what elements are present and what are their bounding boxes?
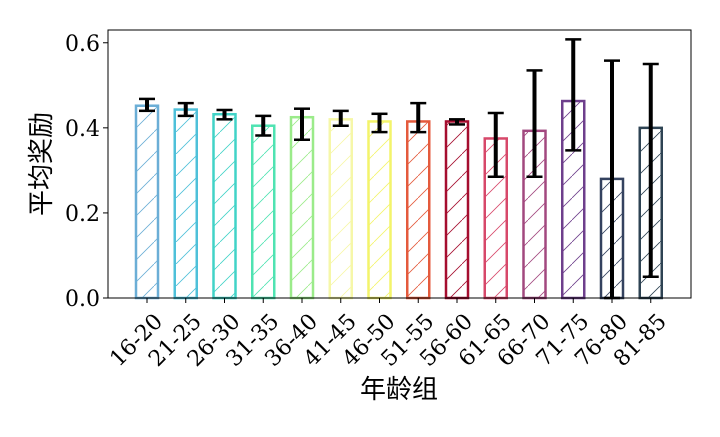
y-tick-label: 0.2: [65, 202, 100, 227]
error-bar-51-55: [410, 101, 427, 134]
y-tick-label: 0.6: [65, 32, 100, 57]
bar-36-40: [289, 115, 315, 300]
error-bar-46-50: [371, 112, 388, 134]
error-bar-41-45: [332, 109, 349, 127]
y-tick-label: 0.4: [65, 117, 100, 142]
bar-31-35: [251, 124, 276, 300]
error-bar-36-40: [294, 107, 310, 142]
bar-41-45: [328, 118, 353, 300]
error-bar-66-70: [526, 69, 543, 179]
x-axis-title: 年龄组: [360, 375, 438, 405]
error-bar-31-35: [255, 114, 272, 137]
error-bar-26-30: [216, 108, 233, 121]
bar-21-25: [173, 108, 198, 300]
bar-51-55: [406, 120, 431, 300]
error-bar-21-25: [177, 101, 194, 118]
error-bar-56-60: [449, 118, 465, 126]
plot-frame: [107, 29, 692, 299]
y-axis-title: 平均奖励: [27, 112, 57, 216]
error-bar-61-65: [487, 111, 504, 179]
x-axis: 16-2021-2526-3031-3536-4041-4546-5051-55…: [105, 298, 672, 372]
plot-area: [108, 30, 691, 298]
bar-56-60: [444, 120, 470, 300]
bar-16-20: [134, 104, 160, 300]
y-tick-label: 0.0: [65, 287, 100, 312]
bar-46-50: [367, 120, 392, 300]
bar-26-30: [212, 112, 237, 300]
y-axis: 0.0 0.2 0.4 0.6: [65, 32, 108, 312]
error-bar-16-20: [139, 97, 155, 113]
error-bar-71-75: [565, 38, 582, 152]
error-bar-81-85: [642, 62, 659, 278]
